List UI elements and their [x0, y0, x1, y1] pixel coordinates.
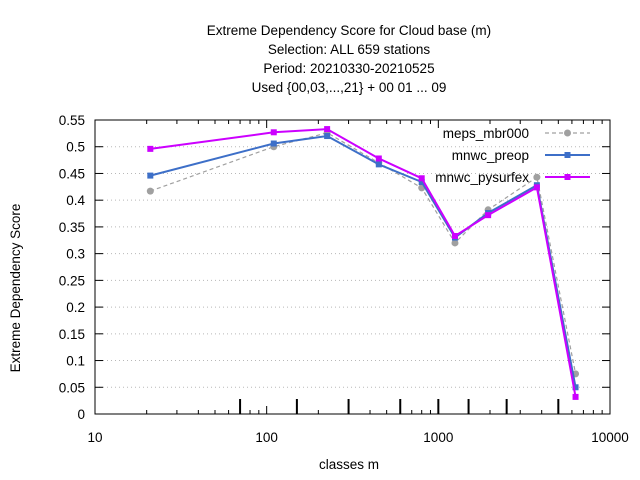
legend-label-mnwc_preop: mnwc_preop — [452, 148, 529, 163]
plot-area — [94, 119, 611, 415]
data-point-mnwc_pysurfex — [324, 126, 331, 133]
y-axis: 0 0.05 0.1 0.15 0.2 0.25 0.3 0.35 0.4 0.45 0.5 0.55 — [59, 113, 610, 422]
y-tick-label: 0.3 — [66, 247, 85, 262]
data-point-mnwc_pysurfex — [270, 129, 277, 136]
data-point-mnwc_pysurfex — [485, 212, 492, 219]
y-tick-label: 0.05 — [59, 380, 85, 395]
data-point-meps_mbr000 — [451, 239, 459, 247]
y-tick-label: 0.4 — [66, 193, 85, 208]
data-point-mnwc_preop — [147, 172, 154, 179]
y-tick-label: 0.2 — [66, 300, 85, 315]
data-point-mnwc_pysurfex — [147, 145, 154, 152]
x-axis-label: classes m — [319, 457, 379, 472]
y-tick-label: 0 — [77, 407, 85, 422]
y-tick-label: 0.1 — [66, 354, 85, 369]
x-tick-label: 10 — [87, 430, 102, 445]
legend-label-meps_mbr000: meps_mbr000 — [443, 126, 529, 141]
title-line-1: Extreme Dependency Score for Cloud base … — [207, 23, 491, 38]
title-line-2: Selection: ALL 659 stations — [268, 42, 431, 57]
y-tick-label: 0.25 — [59, 273, 85, 288]
y-axis-label: Extreme Dependency Score — [8, 204, 23, 373]
title-line-4: Used {00,03,...,21} + 00 01 ... 09 — [252, 80, 447, 95]
data-point-mnwc_pysurfex — [451, 232, 458, 239]
legend-marker-mnwc_preop — [564, 152, 571, 158]
x-axis: 10 100 1000 10000 — [87, 120, 629, 445]
data-point-mnwc_pysurfex — [375, 155, 382, 162]
data-point-mnwc_preop — [270, 140, 277, 147]
y-tick-label: 0.45 — [59, 166, 85, 181]
legend-marker-mnwc_pysurfex — [564, 174, 571, 180]
plot-border — [94, 119, 611, 415]
x-tick-label: 10000 — [591, 430, 629, 445]
x-tick-label: 100 — [255, 430, 278, 445]
x-tick-label: 1000 — [423, 430, 453, 445]
y-tick-label: 0.55 — [59, 113, 85, 128]
data-point-meps_mbr000 — [533, 173, 541, 181]
data-point-mnwc_pysurfex — [572, 393, 579, 400]
data-point-mnwc_pysurfex — [418, 175, 425, 182]
data-point-mnwc_preop — [572, 384, 579, 391]
y-tick-label: 0.15 — [59, 327, 85, 342]
data-point-mnwc_preop — [324, 133, 331, 140]
y-tick-label: 0.5 — [66, 140, 85, 155]
data-point-mnwc_preop — [418, 179, 425, 186]
data-point-mnwc_preop — [375, 161, 382, 168]
data-point-meps_mbr000 — [146, 187, 154, 195]
legend-marker-meps_mbr000 — [564, 129, 571, 137]
chart-title: Extreme Dependency Score for Cloud base … — [207, 23, 491, 95]
class-markers — [239, 399, 560, 414]
data-point-mnwc_pysurfex — [533, 184, 540, 191]
legend: meps_mbr000 mnwc_preop mnwc_pysurfex — [435, 126, 590, 185]
legend-label-mnwc_pysurfex: mnwc_pysurfex — [435, 170, 529, 185]
title-line-3: Period: 20210330-20210525 — [263, 61, 434, 76]
series-layer — [146, 126, 580, 400]
y-tick-label: 0.35 — [59, 220, 85, 235]
